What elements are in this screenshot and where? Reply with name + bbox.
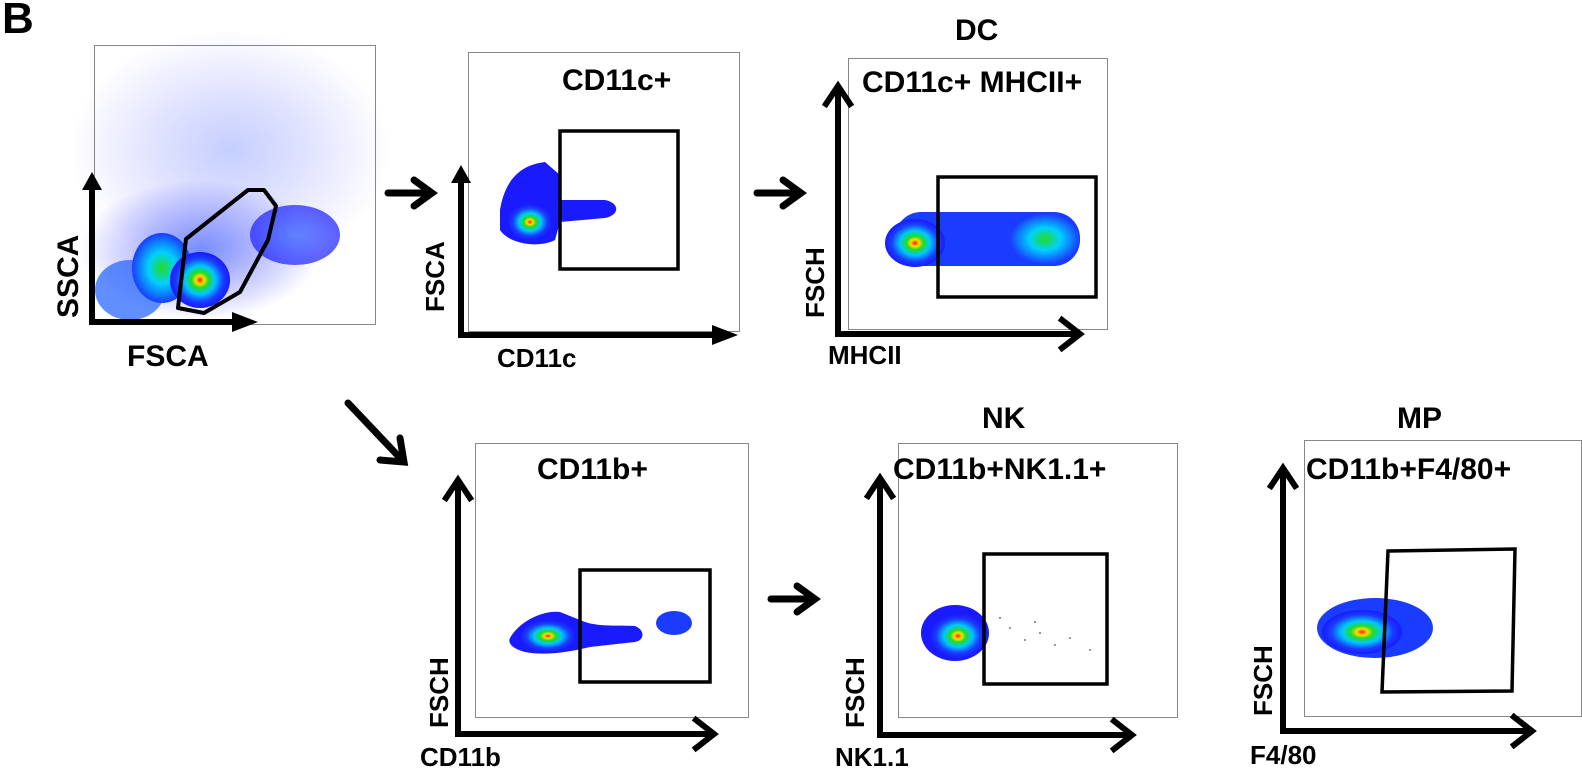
plot-5-title: NK (982, 402, 1026, 435)
plot-6-title: MP (1397, 402, 1442, 435)
plot-6-subtitle: CD11b+F4/80+ (1306, 453, 1512, 486)
plot-3-data (885, 175, 1098, 299)
arrow-p1-to-p4 (344, 399, 409, 466)
plot-5-data (921, 552, 1109, 686)
plot-frame-f480 (1304, 440, 1582, 717)
plot-4-data (509, 568, 712, 684)
plot-2-subtitle: CD11c+ (562, 64, 672, 97)
panel-letter: B (2, 0, 34, 43)
arrow-p1-to-p2 (384, 176, 438, 210)
plot-frame-mhcii (848, 58, 1108, 330)
plot-4-subtitle: CD11b+ (537, 453, 648, 486)
plot-3-ylabel: FSCH (800, 247, 830, 318)
plot-1-xlabel: FSCA (127, 340, 209, 373)
plot-1-ylabel: SSCA (52, 234, 85, 318)
plot-4-ylabel: FSCH (424, 657, 454, 728)
plot-6-ylabel: FSCH (1248, 645, 1278, 716)
axis-arrows (82, 80, 1537, 754)
plot-3-title: DC (955, 14, 999, 47)
plot-2-xlabel: CD11c (497, 343, 577, 373)
plot-5-xlabel: NK1.1 (835, 742, 909, 772)
plot-3-xlabel: MHCII (828, 340, 902, 370)
flow-arrows (344, 176, 821, 616)
plot-6-xlabel: F4/80 (1250, 740, 1317, 770)
plot-2-data (500, 129, 680, 271)
plot-frame-nk11 (898, 443, 1178, 718)
arrow-p4-to-p5 (767, 582, 821, 616)
plot-5-ylabel: FSCH (840, 657, 870, 728)
plot-1-data (70, 30, 390, 320)
plot-4-xlabel: CD11b (420, 742, 501, 772)
plot-3-subtitle: CD11c+ MHCII+ (862, 66, 1083, 99)
plot-frame-cd11b (475, 443, 749, 718)
plot-2-ylabel: FSCA (420, 241, 450, 312)
plot-6-data (1317, 547, 1517, 694)
plot-5-subtitle: CD11b+NK1.1+ (893, 453, 1107, 486)
arrow-p2-to-p3 (753, 176, 807, 210)
